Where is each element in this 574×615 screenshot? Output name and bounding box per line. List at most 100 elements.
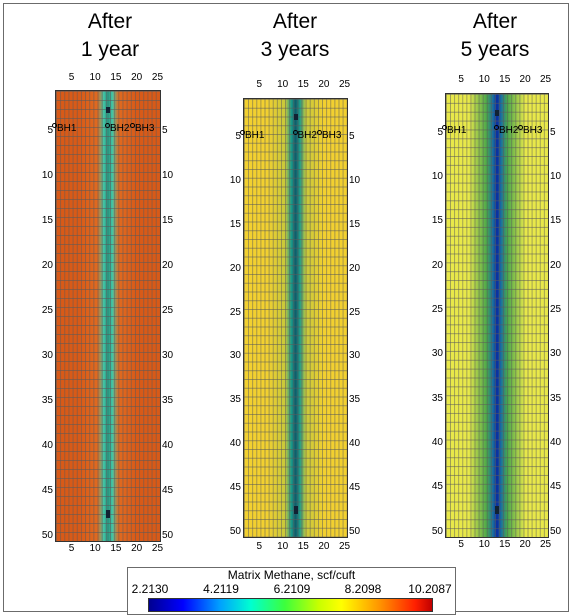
- x-tick-top: 15: [499, 74, 511, 85]
- well-marker-icon: [240, 129, 245, 135]
- legend-value-4: 10.2087: [408, 582, 452, 596]
- panel-title-line2: 3 years: [260, 38, 330, 61]
- well-label-bh1: BH1: [447, 125, 467, 137]
- x-tick-bottom: 25: [338, 541, 351, 552]
- reservoir-grid-map: [55, 90, 161, 542]
- legend-value-1: 4.2119: [203, 582, 239, 596]
- x-tick-bottom: 20: [318, 541, 330, 552]
- well-label-bh1: BH1: [57, 122, 77, 134]
- y-tick-right: 20: [349, 262, 361, 274]
- well-marker-icon: [52, 122, 57, 128]
- y-tick-right: 10: [162, 169, 174, 181]
- x-tick-top: 25: [151, 72, 164, 83]
- y-tick-right: 40: [162, 439, 174, 451]
- grid-lines: [446, 94, 548, 537]
- x-tick-bottom: 15: [499, 539, 511, 550]
- panel-title-line1: After: [272, 10, 318, 33]
- legend-value-2: 6.2109: [273, 582, 311, 596]
- well-marker-icon: [518, 125, 523, 131]
- y-tick-left: 45: [41, 484, 53, 496]
- y-tick-left: 40: [229, 438, 241, 450]
- y-tick-right: 15: [162, 214, 174, 226]
- y-tick-right: 15: [349, 219, 361, 231]
- well-label-bh2: BH2: [297, 129, 317, 141]
- y-tick-left: 25: [229, 306, 241, 318]
- x-tick-top: 10: [277, 79, 289, 90]
- x-tick-bottom: 25: [539, 539, 552, 550]
- well-marker-icon: [317, 129, 322, 135]
- y-tick-right: 25: [349, 306, 361, 318]
- y-tick-left: 25: [41, 304, 53, 316]
- panel-title-line2: 1 year: [80, 38, 140, 61]
- well-label-bh1: BH1: [245, 129, 265, 141]
- y-tick-left: 30: [41, 349, 53, 361]
- y-tick-left: 40: [41, 439, 53, 451]
- well-top-marker: [495, 109, 499, 116]
- x-tick-bottom: 5: [458, 539, 464, 550]
- y-tick-right: 35: [162, 394, 174, 406]
- y-tick-right: 5: [550, 126, 556, 138]
- x-tick-top: 15: [297, 79, 309, 90]
- well-top-marker: [106, 106, 110, 113]
- well-label-bh2: BH2: [110, 122, 130, 134]
- y-tick-left: 5: [47, 124, 53, 136]
- x-tick-top: 10: [89, 72, 101, 83]
- y-tick-left: 50: [431, 525, 443, 537]
- y-tick-right: 50: [162, 529, 174, 541]
- x-tick-top: 25: [338, 79, 351, 90]
- y-tick-left: 30: [229, 350, 241, 362]
- x-tick-bottom: 5: [68, 543, 75, 554]
- colorbar-gradient: [148, 598, 433, 612]
- y-tick-right: 25: [550, 304, 562, 316]
- y-tick-right: 45: [162, 484, 174, 496]
- y-tick-right: 45: [349, 481, 361, 493]
- x-tick-top: 20: [519, 74, 531, 85]
- y-tick-left: 15: [229, 219, 241, 231]
- y-tick-right: 15: [550, 215, 562, 227]
- y-tick-right: 50: [349, 525, 361, 537]
- y-tick-left: 30: [431, 348, 443, 360]
- x-tick-bottom: 10: [89, 543, 101, 554]
- y-tick-left: 35: [431, 392, 443, 404]
- well-marker-icon: [442, 125, 447, 131]
- y-tick-left: 20: [431, 259, 443, 271]
- y-tick-right: 30: [550, 348, 562, 360]
- y-tick-right: 5: [349, 131, 355, 143]
- x-tick-top: 20: [131, 72, 143, 83]
- x-tick-top: 10: [478, 74, 490, 85]
- x-tick-top: 5: [68, 72, 75, 83]
- well-bottom-marker: [495, 505, 499, 514]
- y-tick-left: 35: [41, 394, 53, 406]
- y-tick-left: 15: [431, 215, 443, 227]
- y-tick-left: 50: [229, 525, 241, 537]
- x-tick-bottom: 5: [256, 541, 263, 552]
- x-tick-bottom: 10: [277, 541, 289, 552]
- y-tick-left: 45: [431, 481, 443, 493]
- x-tick-bottom: 10: [478, 539, 490, 550]
- well-bottom-marker: [106, 509, 110, 518]
- well-marker-icon: [292, 129, 298, 135]
- y-tick-left: 10: [229, 175, 241, 187]
- x-tick-top: 15: [110, 72, 122, 83]
- well-label-bh3: BH3: [523, 125, 543, 137]
- y-tick-right: 45: [550, 481, 562, 493]
- y-tick-right: 5: [162, 124, 168, 136]
- y-tick-left: 50: [41, 529, 53, 541]
- y-tick-right: 30: [349, 350, 361, 362]
- well-marker-icon: [105, 122, 110, 128]
- y-tick-right: 30: [162, 349, 174, 361]
- x-tick-top: 5: [256, 79, 263, 90]
- x-tick-bottom: 15: [297, 541, 309, 552]
- y-tick-right: 10: [349, 175, 361, 187]
- well-marker-icon: [494, 125, 499, 131]
- panel-title-line2: 5 years: [460, 38, 530, 61]
- x-tick-bottom: 25: [151, 543, 164, 554]
- y-tick-right: 20: [162, 259, 174, 271]
- legend-title: Matrix Methane, scf/cuft: [227, 568, 356, 582]
- x-tick-bottom: 20: [519, 539, 531, 550]
- y-tick-right: 50: [550, 525, 562, 537]
- colorbar-legend: Matrix Methane, scf/cuft 2.2130 4.2119 6…: [127, 567, 456, 615]
- panel-title-line1: After: [87, 10, 133, 33]
- reservoir-grid-map: [445, 93, 549, 538]
- y-tick-left: 20: [229, 262, 241, 274]
